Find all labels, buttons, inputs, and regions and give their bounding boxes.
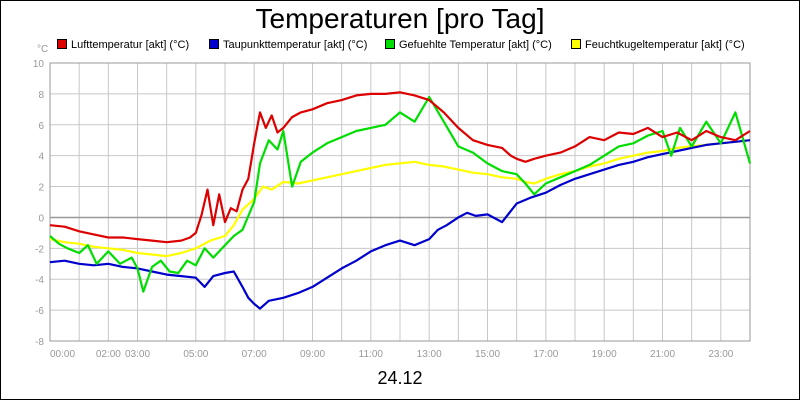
x-tick-label: 05:00 xyxy=(183,349,208,360)
y-tick-label: 10 xyxy=(33,59,45,70)
y-tick-label: 2 xyxy=(38,183,44,194)
y-axis-unit-label: °C xyxy=(37,44,48,55)
chart-title: Temperaturen [pro Tag] xyxy=(255,3,545,34)
legend-label-gefuehlte-temperatur: Gefuehlte Temperatur [akt] (°C) xyxy=(399,39,552,51)
series-line-taupunkttemperatur xyxy=(49,139,751,310)
y-tick-label: -2 xyxy=(35,244,44,255)
x-tick-label: 00:00 xyxy=(50,349,75,360)
x-tick-label: 03:00 xyxy=(125,349,150,360)
y-tick-label: 8 xyxy=(38,90,44,101)
y-tick-label: 0 xyxy=(38,213,44,224)
x-tick-label: 11:00 xyxy=(359,349,384,360)
series-line-feuchtkugeltemperatur xyxy=(49,139,751,258)
y-tick-label: 4 xyxy=(38,152,44,163)
x-tick-label: 15:00 xyxy=(475,349,500,360)
y-tick-label: 6 xyxy=(38,121,44,132)
legend-item-taupunkttemperatur: Taupunkttemperatur [akt] (°C) xyxy=(209,37,367,53)
legend-item-feuchtkugeltemperatur: Feuchtkugeltemperatur [akt] (°C) xyxy=(571,37,745,53)
grid-layer xyxy=(49,62,751,342)
y-tick-label: -8 xyxy=(35,337,44,348)
legend-swatch-lufttemperatur xyxy=(57,39,67,49)
legend-label-lufttemperatur: Lufttemperatur [akt] (°C) xyxy=(71,39,190,51)
y-tick-label: -4 xyxy=(35,275,44,286)
legend-label-feuchtkugeltemperatur: Feuchtkugeltemperatur [akt] (°C) xyxy=(585,39,745,51)
x-tick-label: 21:00 xyxy=(650,349,675,360)
series-line-gefuehlte-temperatur xyxy=(49,95,752,293)
x-tick-label: 23:00 xyxy=(708,349,733,360)
plot-area-border xyxy=(49,62,751,342)
legend-label-taupunkttemperatur: Taupunkttemperatur [akt] (°C) xyxy=(223,39,368,51)
legend-item-lufttemperatur: Lufttemperatur [akt] (°C) xyxy=(57,37,189,53)
legend-swatch-taupunkttemperatur xyxy=(209,39,219,49)
x-axis-date-label: 24.12 xyxy=(377,368,423,388)
legend-swatch-feuchtkugeltemperatur xyxy=(571,39,581,49)
series-line-lufttemperatur xyxy=(49,91,751,244)
x-tick-label: 07:00 xyxy=(242,349,267,360)
x-tick-label: 13:00 xyxy=(417,349,442,360)
chart-legend: Lufttemperatur [akt] (°C) Taupunkttemper… xyxy=(0,37,800,53)
x-tick-label: 02:00 xyxy=(96,349,121,360)
x-tick-label: 19:00 xyxy=(592,349,617,360)
legend-item-gefuehlte-temperatur: Gefuehlte Temperatur [akt] (°C) xyxy=(385,37,552,53)
x-tick-label: 09:00 xyxy=(300,349,325,360)
series-layer xyxy=(49,91,752,310)
axis-layer: -8 -6 -4 -2 0 2 4 6 8 10 00:00 02:00 03:00 05:00 07:00… xyxy=(33,59,751,360)
y-tick-label: -6 xyxy=(35,306,44,317)
x-tick-label: 17:00 xyxy=(533,349,558,360)
legend-swatch-gefuehlte-temperatur xyxy=(385,39,395,49)
